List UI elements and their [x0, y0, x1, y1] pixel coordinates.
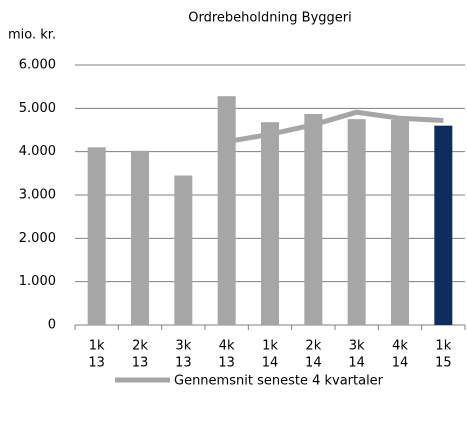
- x-tick-label: 14: [262, 356, 279, 371]
- chart-title: Ordrebeholdning Byggeri: [188, 11, 352, 26]
- legend-label: Gennemsnit seneste 4 kvartaler: [174, 374, 384, 389]
- x-tick-label: 15: [435, 356, 452, 371]
- x-tick-label: 1k: [89, 339, 105, 354]
- x-tick-label: 3k: [349, 339, 365, 354]
- y-axis-label: mio. kr.: [8, 28, 56, 43]
- bar: [347, 119, 366, 326]
- bar: [261, 122, 279, 325]
- x-tick-label: 14: [348, 356, 365, 371]
- bar: [87, 147, 106, 325]
- bar: [434, 125, 453, 326]
- x-tick-label: 4k: [392, 339, 408, 354]
- x-tick-label: 13: [218, 356, 235, 371]
- y-tick-label: 2.000: [19, 231, 56, 246]
- x-tick-label: 1k: [435, 339, 451, 354]
- x-tick-label: 13: [132, 356, 149, 371]
- x-tick-label: 1k: [262, 339, 278, 354]
- x-tick-label: 13: [175, 356, 192, 371]
- bar: [304, 113, 323, 325]
- x-tick-label: 3k: [175, 339, 191, 354]
- x-tick-label: 4k: [219, 339, 235, 354]
- bar: [174, 175, 193, 325]
- line: [226, 109, 444, 145]
- x-tick-label: 13: [88, 356, 105, 371]
- bar: [217, 96, 236, 325]
- y-tick-label: 1.000: [19, 274, 56, 289]
- y-tick-label: 6.000: [19, 58, 56, 73]
- x-tick-label: 14: [305, 356, 322, 371]
- y-tick-label: 0: [48, 318, 56, 333]
- bar: [131, 150, 149, 325]
- y-tick-label: 5.000: [19, 101, 56, 116]
- y-tick-label: 3.000: [19, 188, 56, 203]
- x-tick-label: 14: [392, 356, 409, 371]
- x-tick-label: 2k: [305, 339, 321, 354]
- y-tick-label: 4.000: [19, 144, 56, 159]
- x-tick-label: 2k: [132, 339, 148, 354]
- bar: [391, 120, 409, 326]
